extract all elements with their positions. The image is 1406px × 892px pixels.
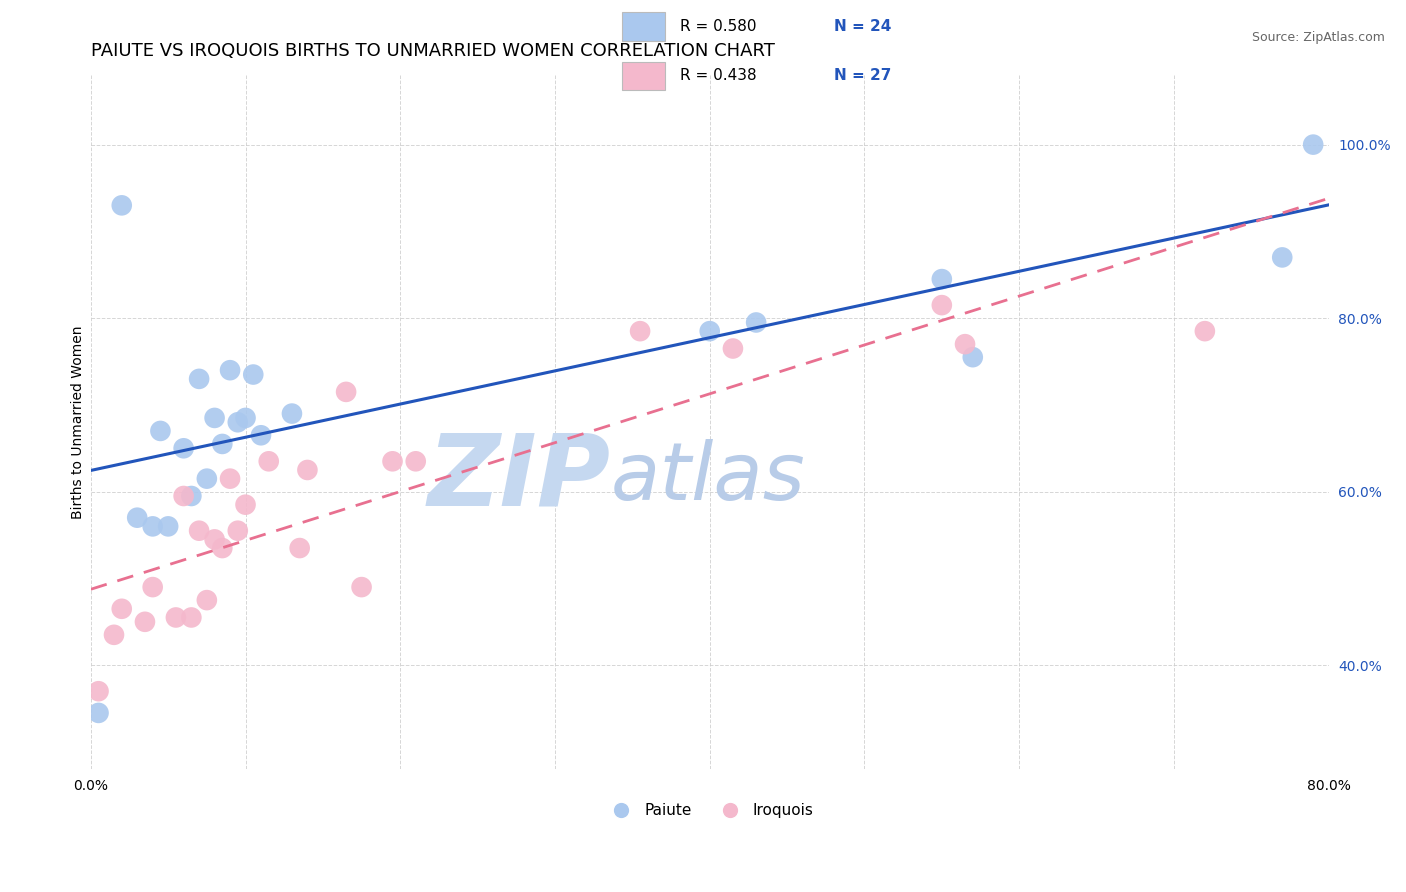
Point bbox=[257, 454, 280, 468]
Point bbox=[699, 324, 721, 338]
Point bbox=[111, 198, 134, 212]
Point bbox=[211, 541, 233, 555]
Point bbox=[381, 454, 404, 468]
Point bbox=[721, 342, 744, 356]
Point bbox=[1271, 251, 1294, 265]
Text: N = 24: N = 24 bbox=[834, 19, 891, 34]
Text: PAIUTE VS IROQUOIS BIRTHS TO UNMARRIED WOMEN CORRELATION CHART: PAIUTE VS IROQUOIS BIRTHS TO UNMARRIED W… bbox=[91, 42, 775, 60]
Point bbox=[242, 368, 264, 382]
Point bbox=[235, 498, 257, 512]
FancyBboxPatch shape bbox=[623, 62, 665, 90]
Y-axis label: Births to Unmarried Women: Births to Unmarried Women bbox=[72, 326, 86, 519]
Text: Source: ZipAtlas.com: Source: ZipAtlas.com bbox=[1251, 31, 1385, 45]
Point bbox=[195, 472, 218, 486]
FancyBboxPatch shape bbox=[623, 12, 665, 41]
Text: ZIP: ZIP bbox=[427, 429, 610, 526]
Point bbox=[111, 602, 134, 616]
Point bbox=[226, 524, 249, 538]
Point bbox=[180, 489, 202, 503]
Point bbox=[180, 610, 202, 624]
Point bbox=[188, 524, 211, 538]
Text: N = 27: N = 27 bbox=[834, 69, 891, 84]
Point bbox=[297, 463, 319, 477]
Point bbox=[953, 337, 976, 351]
Point bbox=[188, 372, 211, 386]
Point bbox=[173, 489, 195, 503]
Point bbox=[204, 533, 226, 547]
Point bbox=[219, 472, 242, 486]
Point bbox=[405, 454, 427, 468]
Point bbox=[250, 428, 273, 442]
Point bbox=[204, 411, 226, 425]
Point bbox=[157, 519, 180, 533]
Point bbox=[87, 706, 110, 720]
Point bbox=[165, 610, 187, 624]
Point bbox=[628, 324, 651, 338]
Point bbox=[931, 272, 953, 286]
Text: R = 0.580: R = 0.580 bbox=[679, 19, 756, 34]
Point bbox=[931, 298, 953, 312]
Point bbox=[134, 615, 156, 629]
Point bbox=[173, 442, 195, 456]
Point bbox=[219, 363, 242, 377]
Point bbox=[211, 437, 233, 451]
Point bbox=[127, 510, 149, 524]
Point bbox=[335, 384, 357, 399]
Point bbox=[1302, 137, 1324, 152]
Point bbox=[1194, 324, 1216, 338]
Point bbox=[235, 411, 257, 425]
Text: atlas: atlas bbox=[610, 439, 806, 516]
Point bbox=[149, 424, 172, 438]
Point bbox=[962, 350, 984, 364]
Point bbox=[745, 316, 768, 330]
Point bbox=[195, 593, 218, 607]
Point bbox=[142, 519, 165, 533]
Legend: Paiute, Iroquois: Paiute, Iroquois bbox=[600, 797, 820, 824]
Text: R = 0.438: R = 0.438 bbox=[679, 69, 756, 84]
Point bbox=[87, 684, 110, 698]
Point bbox=[103, 628, 125, 642]
Point bbox=[142, 580, 165, 594]
Point bbox=[281, 407, 304, 421]
Point bbox=[288, 541, 311, 555]
Point bbox=[350, 580, 373, 594]
Point bbox=[226, 415, 249, 429]
